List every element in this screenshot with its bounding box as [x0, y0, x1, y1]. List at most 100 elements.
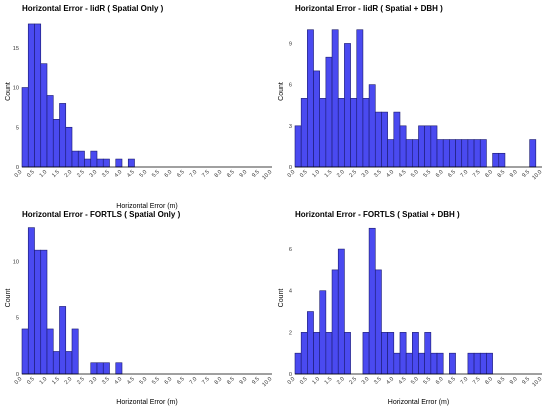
y-tick-label: 3	[289, 124, 292, 130]
histogram-bar	[65, 126, 73, 168]
histogram-bar	[34, 249, 42, 375]
x-tick-label: 8.5	[226, 376, 236, 386]
x-tick-label: 9.0	[509, 169, 519, 179]
x-tick-label: 0.0	[14, 169, 24, 179]
histogram-bar	[331, 269, 339, 375]
y-tick-label: 0	[289, 165, 292, 171]
x-tick-label: 2.5	[348, 169, 358, 179]
histogram-bar	[337, 248, 345, 375]
panel-title: Horizontal Error - lidR ( Spatial Only )	[22, 4, 164, 13]
x-tick-label: 5.0	[410, 169, 420, 179]
histogram-bar	[52, 351, 60, 375]
x-tick-label: 5.0	[139, 169, 149, 179]
histogram-bar	[412, 332, 419, 375]
y-tick-label: 2	[289, 330, 292, 336]
x-tick-label: 8.0	[214, 169, 224, 179]
histogram-bar	[362, 98, 370, 168]
histogram-bar	[424, 125, 432, 168]
x-tick-label: 8.0	[484, 376, 494, 386]
histogram-bar	[77, 150, 85, 168]
histogram-bar	[59, 306, 67, 375]
x-tick-label: 6.0	[164, 169, 174, 179]
histogram-bar	[21, 87, 29, 168]
x-axis-label: Horizontal Error (m)	[116, 399, 177, 406]
x-tick-label: 10.0	[261, 376, 273, 388]
histogram-bar	[325, 332, 333, 375]
histogram-bar	[486, 352, 493, 375]
histogram-bar	[436, 139, 444, 168]
x-tick-label: 5.5	[423, 376, 433, 386]
x-tick-label: 9.0	[239, 169, 249, 179]
x-tick-label: 2.0	[336, 169, 346, 179]
histogram-bar	[498, 152, 506, 168]
histogram-bar	[430, 352, 438, 375]
histogram-bar	[479, 139, 487, 168]
histogram-bar	[115, 158, 123, 168]
x-tick-label: 3.0	[361, 376, 371, 386]
x-axis-label: Horizontal Error (m)	[388, 399, 449, 406]
x-tick-label: 2.0	[64, 376, 74, 386]
histogram-bar	[430, 125, 438, 168]
x-tick-label: 2.0	[336, 376, 346, 386]
x-tick-label: 8.0	[214, 376, 224, 386]
histogram-bar	[393, 352, 401, 375]
histogram-bar	[115, 362, 123, 375]
y-tick-label: 15	[13, 46, 19, 52]
x-tick-label: 7.0	[189, 169, 199, 179]
histogram-bar	[337, 98, 345, 168]
histogram-panel-4: Horizontal Error - FORTLS ( Spatial + DB…	[278, 210, 543, 406]
x-tick-label: 6.5	[176, 169, 186, 179]
histogram-bar	[461, 139, 469, 168]
y-tick-label: 9	[289, 41, 292, 47]
histogram-bar	[436, 352, 444, 375]
x-tick-label: 7.0	[460, 376, 470, 386]
histogram-bar	[344, 332, 351, 375]
histogram-bar	[492, 152, 500, 168]
x-tick-label: 5.5	[151, 376, 161, 386]
histogram-bar	[325, 56, 333, 168]
histogram-bar	[313, 70, 320, 168]
x-tick-label: 1.5	[51, 169, 61, 179]
panel-title: Horizontal Error - FORTLS ( Spatial Only…	[22, 210, 181, 219]
x-tick-label: 5.5	[151, 169, 161, 179]
histogram-bar	[418, 125, 425, 168]
x-tick-label: 2.0	[64, 169, 74, 179]
x-tick-label: 5.5	[423, 169, 433, 179]
histogram-bar	[34, 23, 42, 168]
y-tick-label: 0	[16, 165, 19, 171]
x-tick-label: 6.0	[435, 169, 445, 179]
x-tick-label: 1.0	[39, 169, 49, 179]
histogram-bar	[71, 328, 79, 375]
x-tick-label: 4.5	[126, 169, 136, 179]
x-tick-label: 4.5	[398, 169, 408, 179]
histogram-bar	[424, 332, 432, 375]
x-tick-label: 0.5	[26, 376, 36, 386]
x-tick-label: 3.5	[101, 169, 111, 179]
x-tick-label: 0.0	[14, 376, 24, 386]
x-tick-label: 8.0	[484, 169, 494, 179]
histogram-bar	[350, 98, 358, 168]
histogram-bar	[442, 139, 450, 168]
x-tick-label: 7.0	[189, 376, 199, 386]
x-tick-label: 1.5	[324, 169, 334, 179]
histogram-bar	[387, 139, 395, 168]
histogram-panel-1: Horizontal Error - lidR ( Spatial Only )…	[5, 4, 273, 210]
x-tick-label: 8.5	[497, 376, 507, 386]
histogram-bar	[59, 103, 67, 168]
histogram-bar	[449, 352, 456, 375]
x-tick-label: 1.0	[311, 376, 321, 386]
histogram-bar	[21, 328, 29, 375]
y-tick-label: 0	[289, 372, 292, 378]
x-tick-label: 3.5	[101, 376, 111, 386]
panel-title: Horizontal Error - lidR ( Spatial + DBH …	[295, 4, 443, 13]
histogram-bar	[393, 111, 401, 168]
x-tick-label: 2.5	[76, 169, 86, 179]
x-tick-label: 7.5	[201, 169, 211, 179]
histogram-bar	[368, 227, 376, 375]
histogram-bar	[473, 139, 481, 168]
x-tick-label: 4.0	[114, 376, 124, 386]
histogram-bar	[381, 111, 388, 168]
histogram-panel-3: Horizontal Error - FORTLS ( Spatial Only…	[5, 210, 273, 406]
histogram-bar	[399, 125, 407, 168]
y-tick-label: 6	[289, 247, 292, 253]
